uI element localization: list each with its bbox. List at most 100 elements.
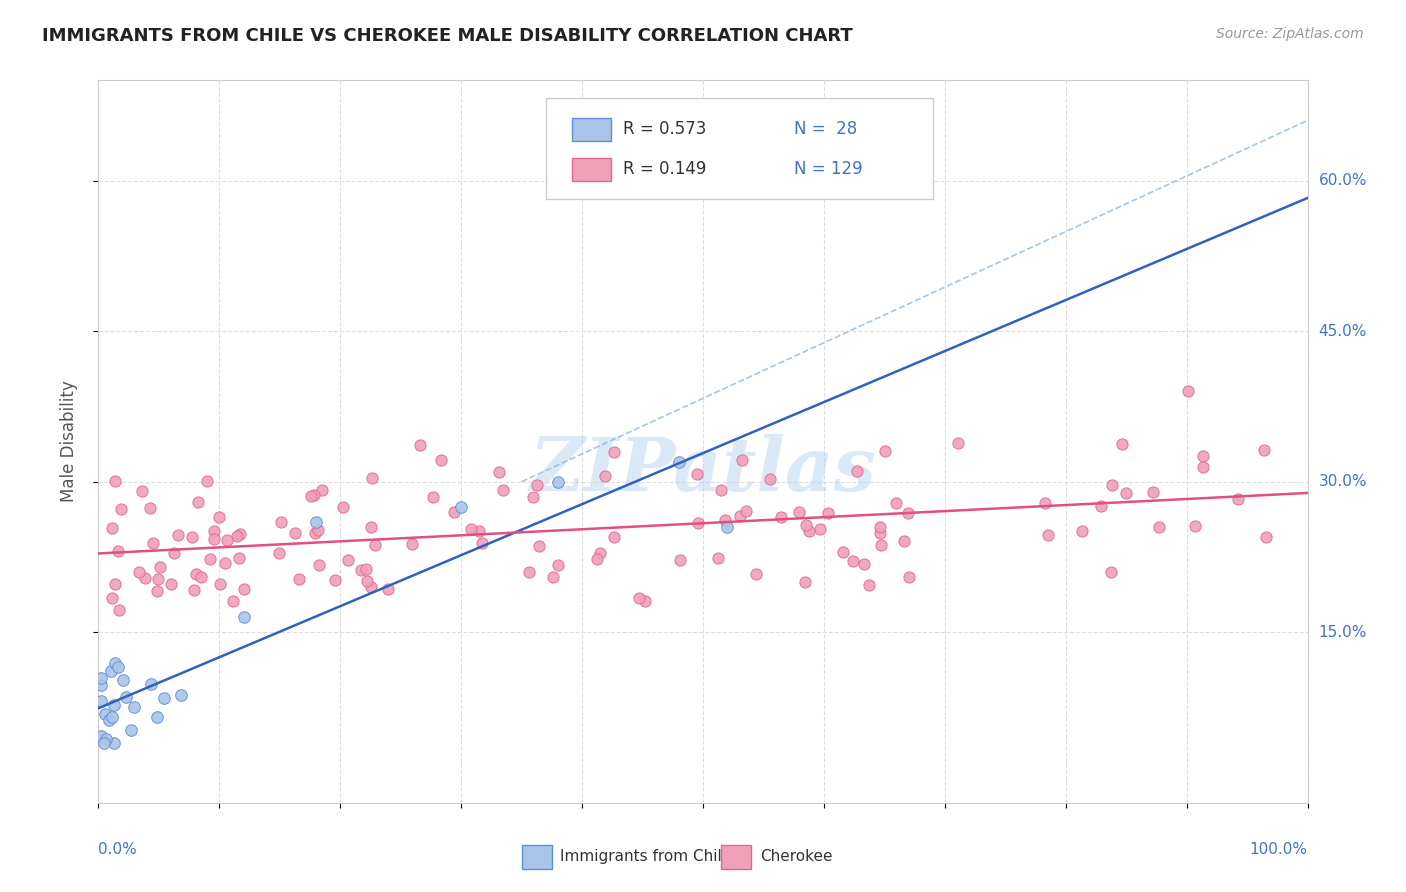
Point [1254,530,1277,544]
Point [232,582,254,596]
Point [100,591,122,605]
Point [589,546,612,560]
Point [128,566,150,580]
Point [90,729,112,743]
Point [198,551,221,566]
Point [184,567,207,582]
Point [108,603,131,617]
Point [115,690,138,705]
Point [1036,527,1059,541]
Text: 30.0%: 30.0% [1319,475,1367,489]
Point [853,557,876,571]
Point [730,509,752,524]
Point [304,525,326,540]
Text: 15.0%: 15.0% [1319,624,1367,640]
Point [1191,449,1213,463]
Point [225,528,247,542]
Point [429,453,451,467]
Point [1033,496,1056,510]
Point [735,504,758,518]
Point [1111,436,1133,450]
Point [873,444,896,458]
Point [221,594,243,608]
Point [145,583,167,598]
Point [228,551,250,566]
Point [841,554,863,568]
Text: 0.0%: 0.0% [98,842,138,856]
Point [817,506,839,520]
Point [668,454,690,469]
Point [744,566,766,581]
Point [1090,499,1112,513]
Point [517,565,540,579]
Point [304,487,326,501]
Point [799,524,821,538]
Point [897,570,920,584]
Point [522,491,544,505]
Point [1226,492,1249,507]
Point [149,559,172,574]
Point [120,723,142,737]
Point [90,694,112,708]
Point [893,534,915,549]
Point [869,520,891,534]
FancyBboxPatch shape [546,98,932,200]
Point [443,505,465,519]
Point [356,574,378,588]
Point [716,520,738,534]
Point [710,483,733,498]
Point [139,676,162,690]
Text: Cherokee: Cherokee [759,849,832,864]
Point [529,539,551,553]
Point [104,656,127,670]
Point [145,710,167,724]
Text: Source: ZipAtlas.com: Source: ZipAtlas.com [1216,27,1364,41]
Point [360,520,382,534]
Text: Immigrants from Chile: Immigrants from Chile [561,849,731,864]
Point [104,474,127,488]
Point [110,501,132,516]
Point [307,523,329,537]
Point [183,583,205,598]
Point [190,569,212,583]
Point [134,571,156,585]
Point [409,437,432,451]
Point [669,553,692,567]
Point [634,594,657,608]
Text: N =  28: N = 28 [793,120,856,138]
Point [1099,565,1122,579]
Point [526,478,548,492]
Point [90,671,112,685]
Point [90,678,112,692]
Point [593,469,616,483]
Point [714,513,737,527]
Text: ZIPatlas: ZIPatlas [530,434,876,507]
Point [1177,384,1199,399]
Point [356,562,378,576]
Text: 60.0%: 60.0% [1319,173,1367,188]
Point [360,580,382,594]
Point [884,496,907,510]
Text: 100.0%: 100.0% [1250,842,1308,856]
Point [401,537,423,551]
Point [364,538,387,552]
Point [94,731,117,746]
Point [122,700,145,714]
Point [308,558,330,573]
Point [1115,485,1137,500]
Point [688,516,710,530]
Point [897,506,920,520]
FancyBboxPatch shape [572,158,612,181]
Point [946,435,969,450]
Point [492,483,515,497]
Point [832,545,855,559]
Point [471,536,494,550]
Point [450,500,472,514]
Point [488,465,510,479]
Point [1142,485,1164,500]
Point [209,576,232,591]
Point [100,710,122,724]
Point [195,474,218,488]
Point [202,524,225,539]
Point [1101,478,1123,492]
